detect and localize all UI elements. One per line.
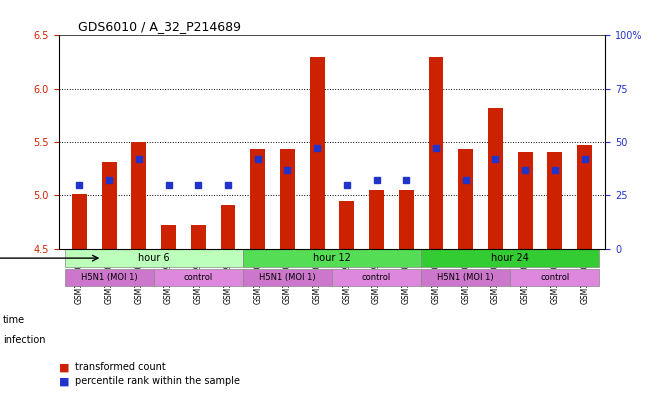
- Text: GDS6010 / A_32_P214689: GDS6010 / A_32_P214689: [78, 20, 241, 33]
- Bar: [458, 149, 473, 248]
- FancyBboxPatch shape: [510, 269, 600, 286]
- Text: hour 6: hour 6: [138, 253, 169, 263]
- Bar: [577, 145, 592, 248]
- FancyBboxPatch shape: [64, 250, 243, 267]
- Bar: [369, 190, 384, 248]
- Bar: [191, 225, 206, 248]
- Text: H5N1 (MOI 1): H5N1 (MOI 1): [81, 273, 137, 282]
- Text: ■: ■: [59, 362, 69, 373]
- FancyBboxPatch shape: [421, 250, 600, 267]
- Bar: [161, 225, 176, 248]
- Bar: [547, 152, 562, 248]
- Bar: [132, 142, 146, 248]
- FancyBboxPatch shape: [154, 269, 243, 286]
- Bar: [399, 190, 414, 248]
- Text: ■: ■: [59, 376, 69, 386]
- Bar: [488, 108, 503, 248]
- Bar: [221, 205, 236, 248]
- Bar: [280, 149, 295, 248]
- Text: percentile rank within the sample: percentile rank within the sample: [75, 376, 240, 386]
- FancyBboxPatch shape: [243, 269, 332, 286]
- FancyBboxPatch shape: [332, 269, 421, 286]
- FancyBboxPatch shape: [64, 269, 154, 286]
- Text: control: control: [540, 273, 570, 282]
- Text: H5N1 (MOI 1): H5N1 (MOI 1): [259, 273, 316, 282]
- Text: H5N1 (MOI 1): H5N1 (MOI 1): [437, 273, 494, 282]
- Bar: [428, 57, 443, 248]
- Text: infection: infection: [3, 335, 46, 345]
- Text: transformed count: transformed count: [75, 362, 165, 373]
- Bar: [310, 57, 325, 248]
- Bar: [339, 200, 354, 248]
- Text: control: control: [362, 273, 391, 282]
- Bar: [102, 162, 117, 248]
- Text: control: control: [184, 273, 213, 282]
- Text: hour 12: hour 12: [313, 253, 351, 263]
- FancyBboxPatch shape: [243, 250, 421, 267]
- Text: hour 24: hour 24: [492, 253, 529, 263]
- Bar: [518, 152, 533, 248]
- Bar: [72, 194, 87, 248]
- Text: time: time: [3, 315, 25, 325]
- Bar: [250, 149, 265, 248]
- FancyBboxPatch shape: [421, 269, 510, 286]
